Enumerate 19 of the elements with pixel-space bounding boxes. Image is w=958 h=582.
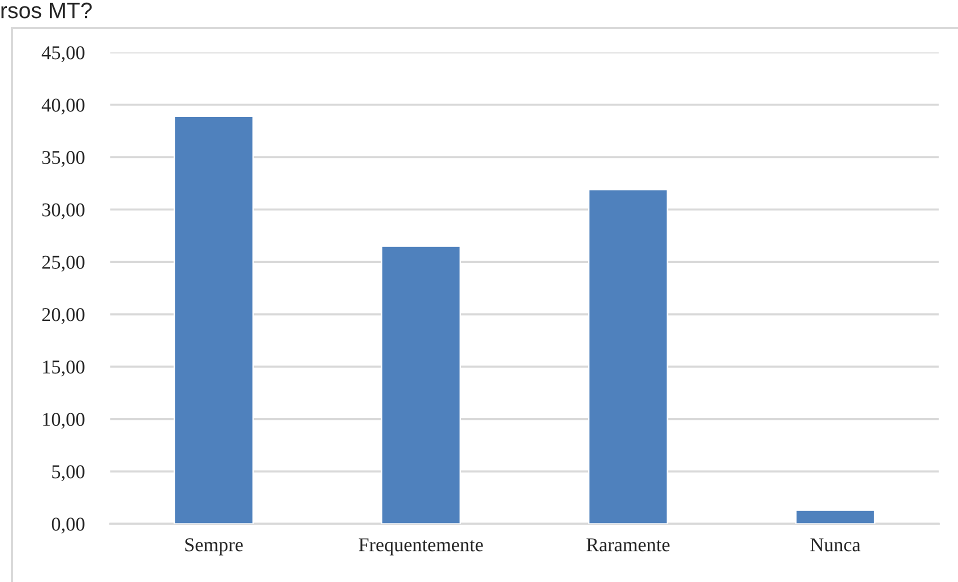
x-tick-label: Frequentemente	[358, 538, 483, 556]
chart-title: rsos MT?	[1, 2, 92, 18]
y-tick-label: 20,00	[42, 308, 84, 324]
bar	[174, 116, 254, 524]
y-tick-label: 40,00	[42, 98, 84, 114]
y-tick-label: 35,00	[42, 150, 84, 167]
x-tick-label: Nunca	[810, 538, 860, 552]
bar	[588, 188, 668, 524]
y-tick-label: 15,00	[43, 360, 84, 376]
bar	[795, 509, 876, 524]
y-tick-label: 0,00	[52, 518, 84, 534]
x-tick-label: Sempre	[185, 538, 243, 556]
y-tick-label: 5,00	[52, 465, 84, 482]
bar	[380, 245, 461, 524]
y-tick-label: 30,00	[42, 203, 84, 220]
y-tick-label: 45,00	[42, 46, 84, 62]
y-tick-label: 25,00	[42, 256, 84, 272]
y-tick-label: 10,00	[43, 412, 84, 429]
x-tick-label: Raramente	[586, 538, 670, 552]
